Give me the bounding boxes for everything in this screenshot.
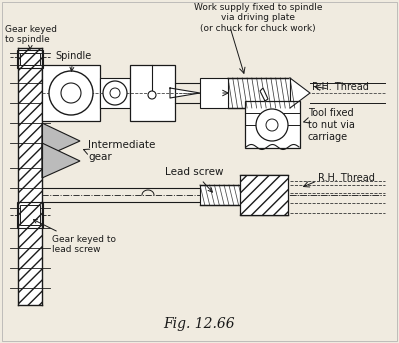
Circle shape [148,91,156,99]
Bar [17,50,43,68]
Polygon shape [290,78,310,108]
Bar [228,78,290,108]
Bar [245,101,300,148]
Text: R.H. Thread: R.H. Thread [312,82,369,92]
Polygon shape [170,88,200,98]
Text: Gear keyed
to spindle: Gear keyed to spindle [5,25,57,50]
Bar [130,89,170,97]
Text: Gear keyed to
lead screw: Gear keyed to lead screw [34,220,116,255]
Circle shape [61,83,81,103]
Circle shape [103,81,127,105]
Polygon shape [42,143,80,178]
Bar [42,65,100,121]
Bar [100,78,130,108]
Circle shape [110,88,120,98]
Bar [20,53,40,65]
Text: Lead screw: Lead screw [165,167,223,192]
Bar [240,175,288,215]
Bar [130,65,175,121]
Text: Spindle: Spindle [55,51,91,71]
Bar [200,78,228,108]
Bar [20,205,40,225]
Polygon shape [260,88,268,101]
Text: Work supply fixed to spindle
via driving plate
(or chuck for chuck work): Work supply fixed to spindle via driving… [194,3,322,33]
Bar [17,202,43,228]
Bar [18,48,42,305]
Circle shape [256,109,288,141]
Text: Tool fixed
to nut via
carriage: Tool fixed to nut via carriage [308,108,355,142]
Text: R.H. Thread: R.H. Thread [318,173,375,183]
Text: Fig. 12.66: Fig. 12.66 [163,317,235,331]
Bar [200,185,282,205]
Polygon shape [42,123,80,158]
Circle shape [266,119,278,131]
Circle shape [49,71,93,115]
Text: Intermediate
gear: Intermediate gear [88,140,155,162]
